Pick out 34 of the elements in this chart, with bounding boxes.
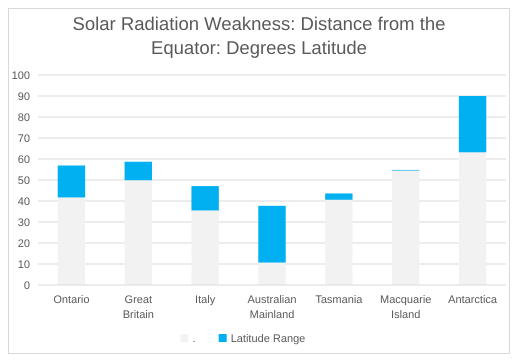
y-tick-label: 20 [18,238,30,250]
y-tick-label: 50 [18,174,30,187]
bar [325,193,353,200]
bar [458,152,486,285]
bar [325,200,353,285]
bar [124,180,152,285]
bar [258,262,286,285]
y-tick-label: 10 [18,258,30,271]
bar [58,166,86,198]
bar [191,186,219,210]
y-tick-label: 60 [18,154,30,166]
y-tick-label: 0 [24,280,30,292]
bar [392,170,420,285]
y-tick-label: 30 [18,216,30,229]
y-tick-label: 70 [18,132,30,145]
x-tick-label: Macquarie Island [380,294,432,321]
x-tick-label: Australian Mainland [248,294,296,321]
x-tick-label: Antarctica [448,294,498,306]
y-tick-label: 80 [18,112,30,124]
x-tick-label: Tasmania [315,294,364,306]
bar [191,210,219,285]
y-tick-label: 90 [18,90,30,103]
legend-label: . [192,333,196,345]
bar [124,162,152,180]
bar [58,197,86,285]
x-tick-label: Ontario [53,294,90,306]
y-tick-label: 100 [12,70,30,82]
chart-title: Solar Radiation Weakness: Distance from the Equator: Degrees Latitude [72,13,446,58]
bar [458,96,486,152]
y-tick-label: 40 [18,196,30,208]
x-tick-label: Great Britain [122,294,154,321]
bar [258,206,286,263]
legend-label: Latitude Range [230,333,306,345]
x-tick-label: Italy [195,294,216,306]
